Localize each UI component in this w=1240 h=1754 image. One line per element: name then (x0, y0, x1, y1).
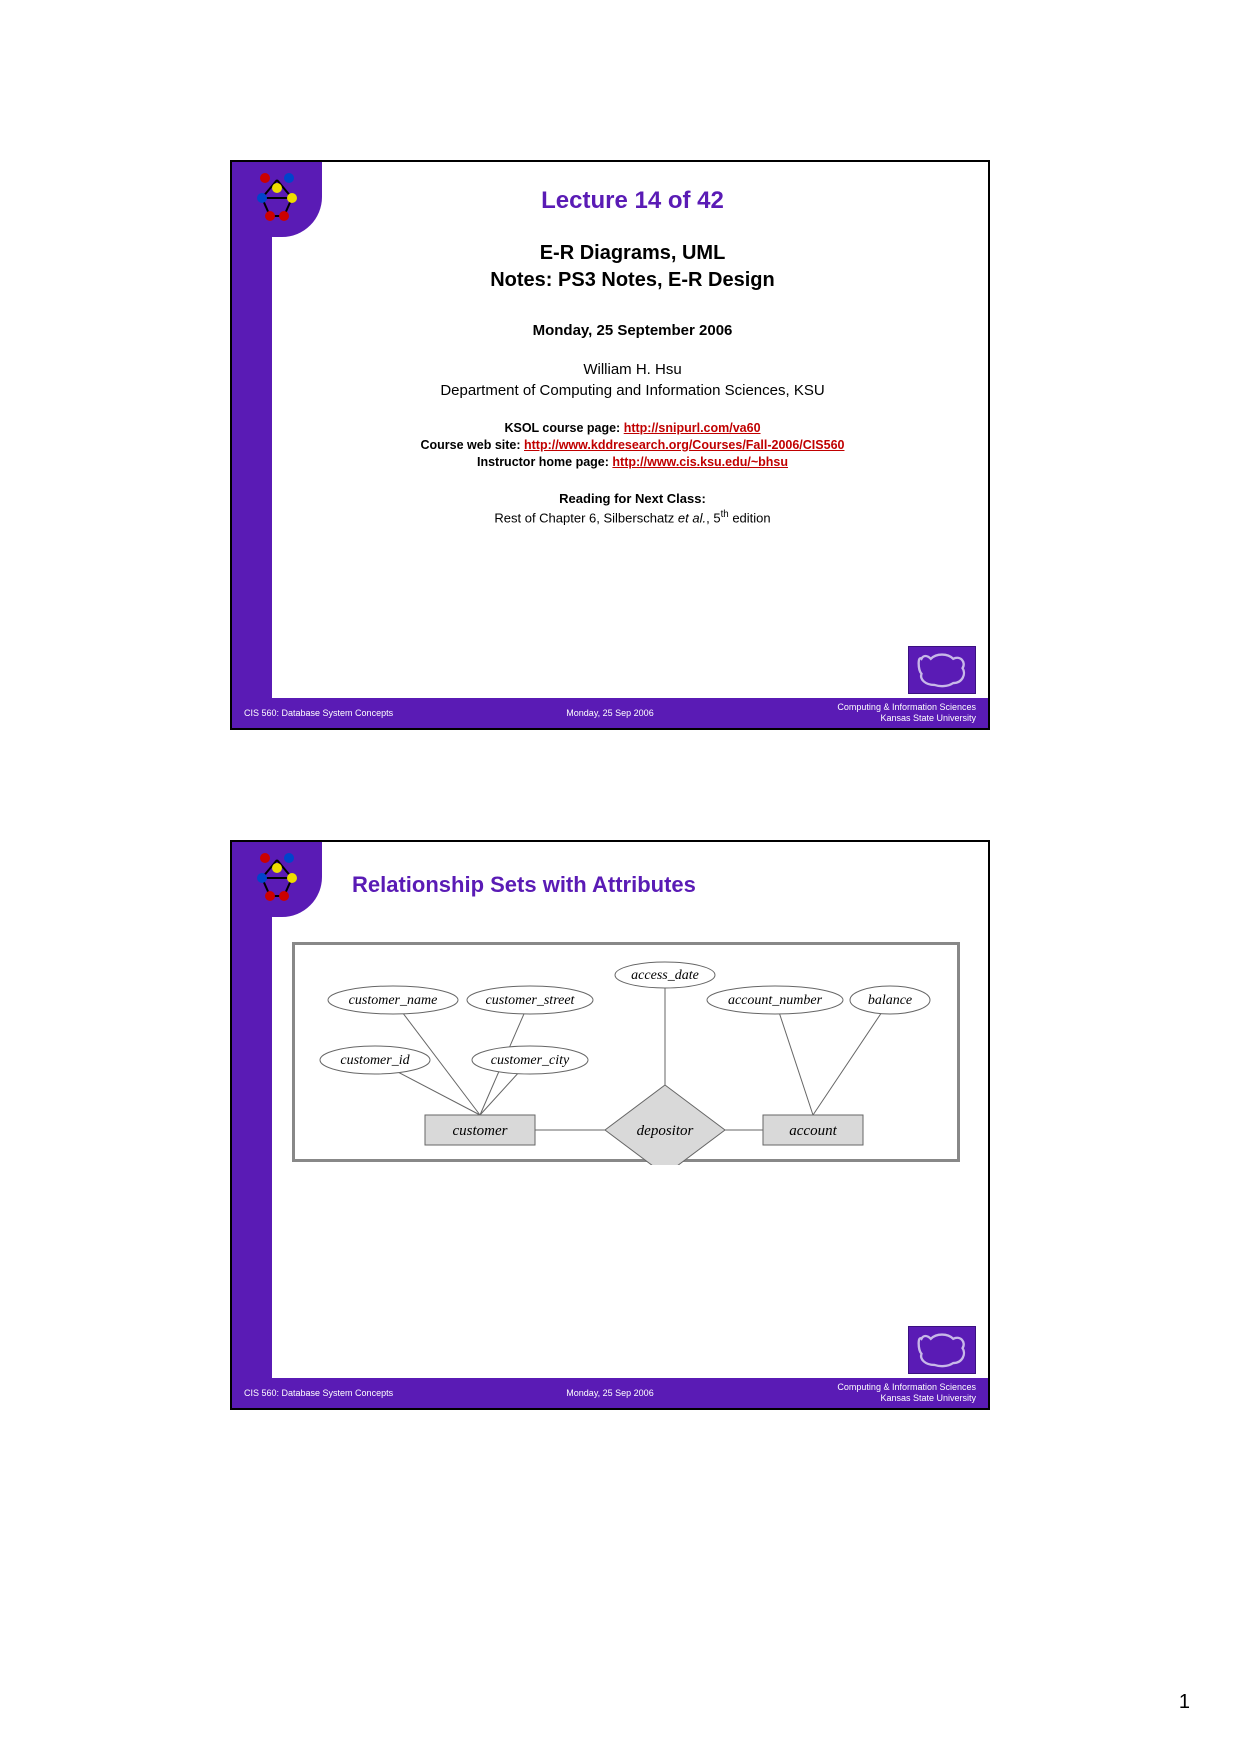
svg-text:customer_name: customer_name (349, 993, 438, 1008)
footer-right-2: Kansas State University (880, 713, 976, 723)
svg-text:customer_street: customer_street (486, 993, 576, 1008)
footer-left: CIS 560: Database System Concepts (244, 1388, 393, 1398)
svg-text:customer: customer (453, 1123, 508, 1139)
lecture-number: Lecture 14 of 42 (292, 187, 973, 215)
footer-left: CIS 560: Database System Concepts (244, 708, 393, 718)
reading-pre: Rest of Chapter 6, Silberschatz (494, 510, 678, 525)
reading-post: , 5 (706, 510, 720, 525)
page-number: 1 (1179, 1691, 1190, 1714)
reading-end: edition (729, 510, 771, 525)
ksol-link-line: KSOL course page: http://snipurl.com/va6… (292, 421, 973, 435)
course-label: Course web site: (421, 438, 525, 452)
reading-em: et al. (678, 510, 706, 525)
instructor-label: Instructor home page: (477, 455, 612, 469)
slide1-content: Lecture 14 of 42 E-R Diagrams, UML Notes… (292, 177, 973, 678)
footer-right-1: Computing & Information Sciences (837, 702, 976, 712)
slide-footer: CIS 560: Database System Concepts Monday… (232, 1378, 988, 1408)
slide-sidebar (232, 162, 272, 728)
author-name: William H. Hsu (292, 361, 973, 378)
instructor-link[interactable]: http://www.cis.ksu.edu/~bhsu (612, 455, 788, 469)
footer-right-1: Computing & Information Sciences (837, 1382, 976, 1392)
slide-title: E-R Diagrams, UML Notes: PS3 Notes, E-R … (292, 240, 973, 294)
svg-text:customer_id: customer_id (340, 1053, 410, 1068)
ksol-label: KSOL course page: (504, 421, 623, 435)
svg-text:account_number: account_number (728, 993, 823, 1008)
course-link[interactable]: http://www.kddresearch.org/Courses/Fall-… (524, 438, 844, 452)
footer-right-2: Kansas State University (880, 1393, 976, 1403)
course-link-line: Course web site: http://www.kddresearch.… (292, 438, 973, 452)
svg-text:depositor: depositor (637, 1123, 694, 1139)
svg-text:customer_city: customer_city (491, 1053, 570, 1068)
svg-text:account: account (789, 1123, 837, 1139)
reading-sup: th (721, 509, 729, 520)
slide2-title: Relationship Sets with Attributes (352, 872, 696, 898)
department: Department of Computing and Information … (292, 382, 973, 399)
svg-text:access_date: access_date (631, 968, 699, 983)
slide-1: Lecture 14 of 42 E-R Diagrams, UML Notes… (230, 160, 990, 730)
title-line-2: Notes: PS3 Notes, E-R Design (490, 269, 775, 291)
slide-date: Monday, 25 September 2006 (292, 322, 973, 339)
slide-footer: CIS 560: Database System Concepts Monday… (232, 698, 988, 728)
reading-body: Rest of Chapter 6, Silberschatz et al., … (292, 509, 973, 525)
molecule-logo-icon (252, 850, 302, 905)
svg-text:balance: balance (868, 993, 912, 1008)
slide-sidebar (232, 842, 272, 1408)
ksu-wildcat-icon (908, 646, 976, 694)
footer-right: Computing & Information Sciences Kansas … (837, 1382, 976, 1404)
ksol-link[interactable]: http://snipurl.com/va60 (624, 421, 761, 435)
title-line-1: E-R Diagrams, UML (540, 242, 726, 264)
instructor-link-line: Instructor home page: http://www.cis.ksu… (292, 455, 973, 469)
er-diagram: customeraccountdepositorcustomer_namecus… (292, 942, 960, 1162)
reading-header: Reading for Next Class: (292, 491, 973, 506)
footer-right: Computing & Information Sciences Kansas … (837, 702, 976, 724)
slide-2: Relationship Sets with Attributes custom… (230, 840, 990, 1410)
ksu-wildcat-icon (908, 1326, 976, 1374)
